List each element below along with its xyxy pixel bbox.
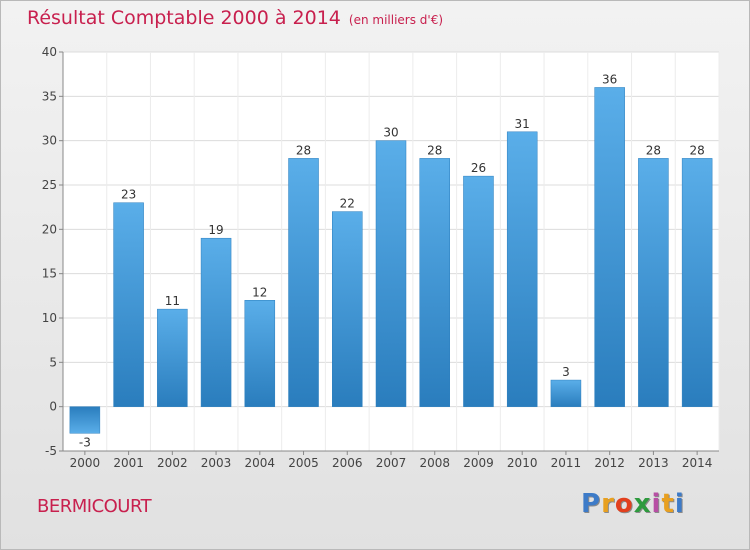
x-tick-label: 2004 — [245, 456, 276, 470]
data-labels: -3 23 11 19 12 28 22 30 28 26 31 3 36 28 28 — [79, 72, 705, 449]
y-tick-label: 35 — [42, 89, 57, 103]
data-label: 31 — [515, 117, 530, 131]
y-tick-label: 10 — [42, 311, 57, 325]
bar — [463, 175, 494, 407]
logo-letter: o — [614, 489, 634, 519]
data-label: 11 — [165, 294, 180, 308]
bar — [113, 202, 144, 407]
y-tick-label: 0 — [49, 400, 57, 414]
bar — [332, 211, 363, 407]
x-tick-label: 2005 — [288, 456, 319, 470]
data-label: 28 — [646, 143, 661, 157]
y-tick-label: 20 — [42, 222, 57, 236]
x-tick-label: 2013 — [638, 456, 669, 470]
data-label: 36 — [602, 72, 617, 86]
data-label: 28 — [427, 143, 442, 157]
x-tick-label: 2008 — [419, 456, 450, 470]
y-tick-label: 5 — [49, 355, 57, 369]
logo-letter: x — [633, 489, 652, 519]
chart-title: Résultat Comptable 2000 à 2014 (en millie… — [27, 7, 443, 29]
bar — [200, 237, 232, 407]
x-tick-label: 2000 — [70, 456, 101, 470]
bar — [419, 158, 450, 407]
data-label: 23 — [121, 188, 136, 202]
bar — [594, 87, 625, 407]
data-label: 12 — [252, 285, 267, 299]
data-label: 22 — [340, 197, 355, 211]
proxiti-logo[interactable]: Proxiti — [581, 489, 685, 519]
axes: -5 0 5 10 15 20 25 30 35 40 2000 2001 2002 2003 2004 20… — [42, 45, 719, 470]
bars — [69, 87, 713, 434]
data-label: 28 — [689, 143, 704, 157]
bar — [375, 140, 407, 407]
data-label: 26 — [471, 161, 486, 175]
x-tick-label: 2002 — [157, 456, 188, 470]
data-label: 3 — [562, 365, 570, 379]
y-tick-label: 25 — [42, 178, 57, 192]
x-tick-label: 2001 — [113, 456, 144, 470]
bar — [681, 158, 713, 407]
y-tick-label: -5 — [45, 444, 57, 458]
bar — [244, 300, 276, 407]
bar — [69, 406, 101, 434]
logo-letter: r — [601, 489, 615, 519]
x-tick-label: 2010 — [507, 456, 538, 470]
commune-name: BERMICOURT — [37, 496, 152, 517]
y-tick-label: 15 — [42, 267, 57, 281]
logo-letter: i — [674, 489, 685, 519]
logo-letter: P — [581, 489, 602, 519]
y-tick-label: 30 — [42, 134, 57, 148]
x-tick-label: 2011 — [551, 456, 582, 470]
data-label: 30 — [383, 126, 398, 140]
x-tick-label: 2007 — [376, 456, 407, 470]
bar — [550, 379, 582, 407]
y-tick-label: 40 — [42, 45, 57, 59]
data-label: 28 — [296, 143, 311, 157]
chart-title-unit: (en milliers d'€) — [348, 13, 444, 27]
data-label: -3 — [79, 435, 91, 449]
bar — [638, 158, 669, 407]
x-tick-label: 2012 — [594, 456, 625, 470]
bar — [506, 131, 538, 407]
chart-title-main: Résultat Comptable 2000 à 2014 — [27, 7, 341, 29]
data-label: 19 — [208, 223, 223, 237]
bar — [288, 158, 319, 407]
logo-letter: i — [651, 489, 662, 519]
x-tick-label: 2006 — [332, 456, 363, 470]
x-tick-label: 2014 — [682, 456, 713, 470]
x-tick-label: 2003 — [201, 456, 232, 470]
logo-letter: t — [661, 489, 675, 519]
x-tick-label: 2009 — [463, 456, 494, 470]
bar — [157, 308, 188, 407]
